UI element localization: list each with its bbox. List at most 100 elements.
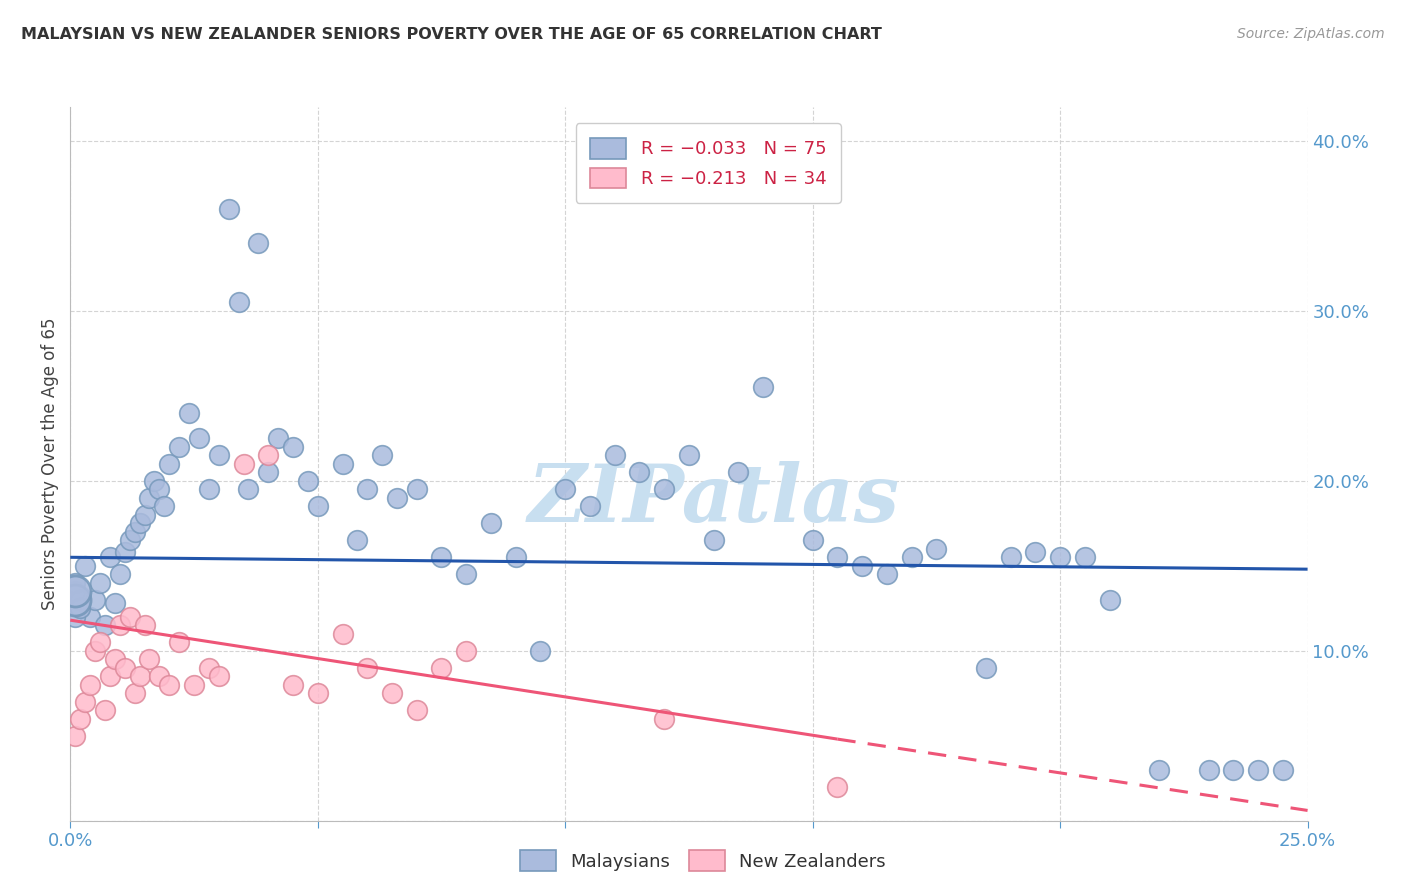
Point [118,533,141,548]
Point [652,483,675,497]
Text: ZIPatlas: ZIPatlas [527,461,900,538]
Point [143,474,166,488]
Point [65,609,87,624]
Point [1147,763,1170,777]
Point [307,500,329,514]
Point [628,466,651,480]
Point [752,380,775,394]
Point [247,235,270,250]
Point [1271,763,1294,777]
Point [1000,550,1022,565]
Point [198,661,221,675]
Text: Source: ZipAtlas.com: Source: ZipAtlas.com [1237,27,1385,41]
Point [505,550,527,565]
Point [104,652,127,666]
Point [851,558,873,573]
Point [228,295,250,310]
Point [198,483,221,497]
Point [84,592,107,607]
Point [827,550,849,565]
Point [925,541,948,556]
Point [381,686,404,700]
Point [307,686,329,700]
Point [974,661,997,675]
Point [167,440,190,454]
Point [94,618,117,632]
Point [297,474,319,488]
Point [900,550,922,565]
Point [346,533,368,548]
Point [79,678,101,692]
Point [257,448,280,462]
Point [332,626,354,640]
Point [118,609,141,624]
Point [281,678,304,692]
Text: MALAYSIAN VS NEW ZEALANDER SENIORS POVERTY OVER THE AGE OF 65 CORRELATION CHART: MALAYSIAN VS NEW ZEALANDER SENIORS POVER… [21,27,882,42]
Point [801,533,824,548]
Point [148,483,170,497]
Point [69,592,91,607]
Point [1098,592,1121,607]
Point [430,550,453,565]
Point [104,596,127,610]
Point [138,491,160,505]
Point [1049,550,1071,565]
Point [65,729,87,743]
Point [157,457,180,471]
Point [603,448,626,462]
Point [69,601,91,615]
Point [371,448,394,462]
Point [356,483,378,497]
Point [456,644,478,658]
Point [385,491,408,505]
Legend: R = −0.033   N = 75, R = −0.213   N = 34: R = −0.033 N = 75, R = −0.213 N = 34 [575,123,841,202]
Point [208,448,231,462]
Point [678,448,700,462]
Point [124,524,146,539]
Point [124,686,146,700]
Point [267,431,290,445]
Point [65,584,87,599]
Point [89,575,111,590]
Point [153,500,176,514]
Point [188,431,211,445]
Point [65,584,87,599]
Point [128,516,150,531]
Point [281,440,304,454]
Point [579,500,602,514]
Point [430,661,453,675]
Point [65,592,87,607]
Point [1198,763,1220,777]
Point [114,661,136,675]
Legend: Malaysians, New Zealanders: Malaysians, New Zealanders [513,843,893,879]
Point [134,508,156,522]
Point [65,575,87,590]
Point [208,669,231,683]
Point [69,601,91,615]
Point [405,703,427,717]
Point [128,669,150,683]
Point [554,483,576,497]
Point [98,669,121,683]
Point [238,483,260,497]
Point [79,609,101,624]
Point [1247,763,1270,777]
Point [177,406,200,420]
Point [98,550,121,565]
Point [827,780,849,794]
Point [356,661,378,675]
Point [529,644,551,658]
Point [134,618,156,632]
Point [138,652,160,666]
Point [108,618,131,632]
Y-axis label: Seniors Poverty Over the Age of 65: Seniors Poverty Over the Age of 65 [41,318,59,610]
Point [89,635,111,649]
Point [218,202,240,216]
Point [652,712,675,726]
Point [108,567,131,582]
Point [84,644,107,658]
Point [1074,550,1097,565]
Point [94,703,117,717]
Point [167,635,190,649]
Point [1222,763,1244,777]
